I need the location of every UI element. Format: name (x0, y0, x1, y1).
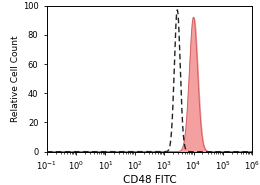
X-axis label: CD48 FITC: CD48 FITC (123, 175, 176, 185)
Y-axis label: Relative Cell Count: Relative Cell Count (11, 35, 20, 122)
